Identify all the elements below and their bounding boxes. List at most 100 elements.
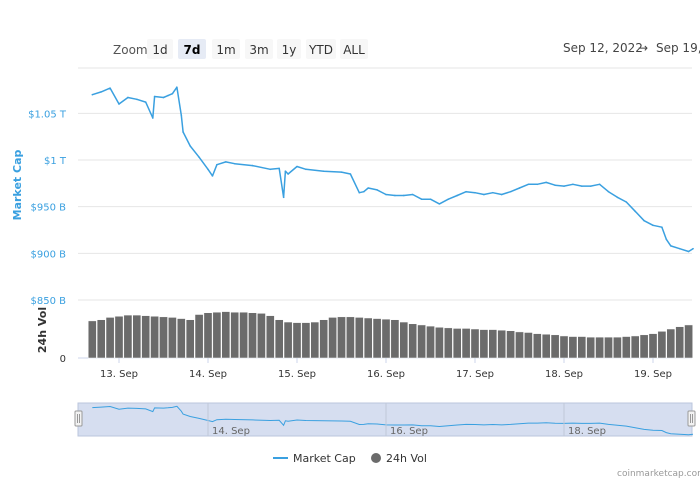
zoom-button-ytd[interactable]: YTD: [306, 39, 336, 59]
volume-bar[interactable]: [239, 311, 248, 359]
volume-bar[interactable]: [524, 332, 533, 359]
volume-bar[interactable]: [488, 329, 498, 359]
volume-bar[interactable]: [639, 334, 649, 359]
volume-bar[interactable]: [150, 315, 159, 359]
market-cap-point: [483, 193, 485, 196]
market-cap-point: [296, 165, 298, 168]
volume-bar[interactable]: [159, 316, 168, 359]
zoom-button-1y[interactable]: 1y: [277, 39, 301, 59]
volume-bar[interactable]: [105, 317, 115, 359]
volume-bar[interactable]: [212, 311, 222, 359]
zoom-button-1m[interactable]: 1m: [212, 39, 240, 59]
volume-bar[interactable]: [399, 321, 409, 359]
volume-bar[interactable]: [194, 314, 204, 359]
volume-bar[interactable]: [372, 318, 382, 359]
range-from[interactable]: Sep 12, 2022: [563, 41, 643, 55]
volume-bar[interactable]: [443, 327, 453, 359]
volume-bar[interactable]: [319, 319, 329, 359]
volume-bar[interactable]: [684, 324, 693, 359]
volume-bar[interactable]: [310, 321, 320, 359]
volume-bar[interactable]: [203, 312, 213, 359]
volume-bar[interactable]: [532, 333, 542, 359]
volume-bar[interactable]: [621, 336, 631, 359]
volume-bar[interactable]: [257, 313, 266, 359]
volume-bar[interactable]: [604, 336, 613, 359]
market-cap-point: [376, 189, 378, 191]
x-axis-ticks: 13. Sep 14. Sep 15. Sep 16. Sep 17. Sep 18. S…: [100, 358, 672, 380]
volume-bar[interactable]: [595, 336, 604, 359]
legend-volume[interactable]: 24h Vol: [386, 452, 427, 465]
volume-bar[interactable]: [363, 317, 373, 359]
volume-bar[interactable]: [132, 314, 142, 359]
zoom-button-1d[interactable]: 1d: [147, 39, 173, 59]
market-cap-point: [509, 190, 512, 193]
volume-bar[interactable]: [283, 321, 293, 359]
volume-bar[interactable]: [515, 331, 524, 359]
volume-bar[interactable]: [265, 315, 275, 359]
market-cap-point: [152, 117, 154, 119]
volume-bar[interactable]: [630, 335, 640, 359]
volume-bar[interactable]: [248, 312, 257, 359]
volume-bar[interactable]: [470, 328, 480, 359]
volume-bar[interactable]: [346, 316, 355, 359]
navigator-selection[interactable]: [77, 402, 693, 437]
zoom-button-7d[interactable]: 7d: [178, 39, 206, 59]
navigator-right-handle[interactable]: [687, 410, 696, 427]
volume-bar[interactable]: [657, 331, 667, 359]
y-tick-label: $1 T: [44, 156, 67, 167]
volume-bar[interactable]: [568, 336, 578, 359]
range-to[interactable]: Sep 19, 2: [656, 41, 700, 55]
volume-bar[interactable]: [452, 328, 462, 359]
navigator-left-handle[interactable]: [74, 410, 83, 427]
volume-bar[interactable]: [408, 323, 418, 359]
navigator[interactable]: 14. Sep 16. Sep 18. Sep: [74, 402, 696, 437]
volume-bar[interactable]: [541, 333, 551, 359]
volume-bar[interactable]: [230, 311, 240, 359]
volume-bar[interactable]: [274, 319, 284, 359]
volume-bar[interactable]: [168, 317, 177, 359]
volume-bar[interactable]: [96, 319, 106, 359]
market-cap-line[interactable]: [92, 86, 694, 253]
volume-bar[interactable]: [176, 318, 186, 359]
volume-bar[interactable]: [550, 334, 560, 359]
volume-bar[interactable]: [185, 319, 195, 359]
market-cap-point: [162, 96, 165, 99]
volume-bar[interactable]: [648, 333, 658, 359]
market-cap-point: [643, 219, 645, 222]
volume-bar[interactable]: [221, 311, 231, 359]
volume-bar[interactable]: [301, 322, 311, 359]
market-cap-point: [456, 194, 459, 197]
volume-bar[interactable]: [461, 328, 471, 359]
legend: Market Cap 24h Vol: [273, 452, 427, 465]
volume-bar[interactable]: [390, 319, 400, 359]
volume-bar[interactable]: [613, 336, 622, 359]
zoom-button-all[interactable]: ALL: [340, 39, 368, 59]
y-axis-ticks: $1.05 T $1 T $950 B $900 B $850 B 0: [28, 109, 67, 365]
volume-bar[interactable]: [577, 336, 587, 359]
zoom-button-3m[interactable]: 3m: [245, 39, 273, 59]
volume-bar[interactable]: [675, 326, 685, 359]
volume-bar[interactable]: [328, 317, 337, 359]
volume-bar[interactable]: [141, 315, 151, 359]
market-cap-point: [394, 194, 396, 197]
volume-bar[interactable]: [506, 330, 515, 359]
volume-bar[interactable]: [381, 318, 391, 359]
volume-bar[interactable]: [114, 315, 124, 359]
volume-bar[interactable]: [417, 324, 426, 359]
volume-bar[interactable]: [479, 329, 489, 359]
volume-bar[interactable]: [497, 329, 507, 359]
volume-bar[interactable]: [586, 336, 596, 359]
legend-market-cap[interactable]: Market Cap: [293, 452, 356, 465]
market-cap-point: [411, 193, 414, 196]
market-cap-point: [180, 114, 183, 117]
volume-bar[interactable]: [559, 335, 569, 359]
market-cap-point: [211, 175, 214, 177]
volume-bar[interactable]: [337, 316, 346, 359]
volume-bar[interactable]: [87, 320, 97, 359]
volume-bar[interactable]: [354, 317, 364, 359]
volume-bar[interactable]: [292, 322, 302, 359]
volume-bar[interactable]: [666, 328, 676, 359]
volume-bar[interactable]: [123, 314, 133, 359]
volume-bar[interactable]: [426, 325, 435, 359]
volume-bar[interactable]: [435, 327, 444, 359]
